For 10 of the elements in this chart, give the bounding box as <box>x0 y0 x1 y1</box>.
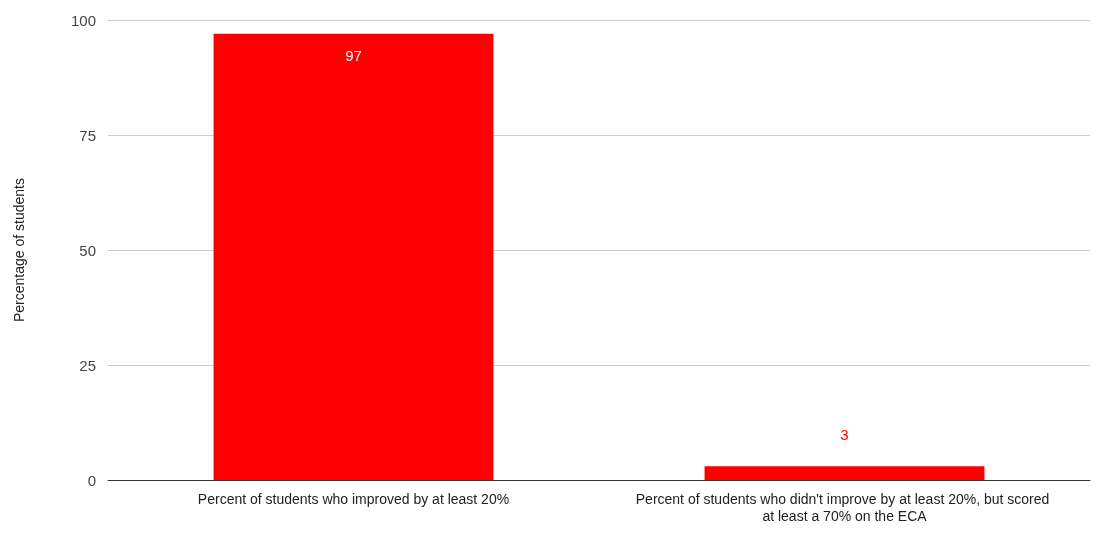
x-tick-label: Percent of students who didn't improve by at least 20%, but scored at least a 70% on the ECA <box>635 490 1054 524</box>
y-tick-label: 0 <box>87 471 96 489</box>
y-tick-label: 75 <box>79 126 96 144</box>
data-label: 97 <box>345 46 362 64</box>
data-label: 3 <box>840 426 849 444</box>
y-tick-label: 100 <box>70 11 96 29</box>
y-tick-label: 50 <box>79 241 96 259</box>
y-axis-title: Percentage of students <box>11 178 27 322</box>
x-tick-label: Percent of students who improved by at least 20% <box>197 490 510 507</box>
y-tick-label: 25 <box>79 356 96 374</box>
